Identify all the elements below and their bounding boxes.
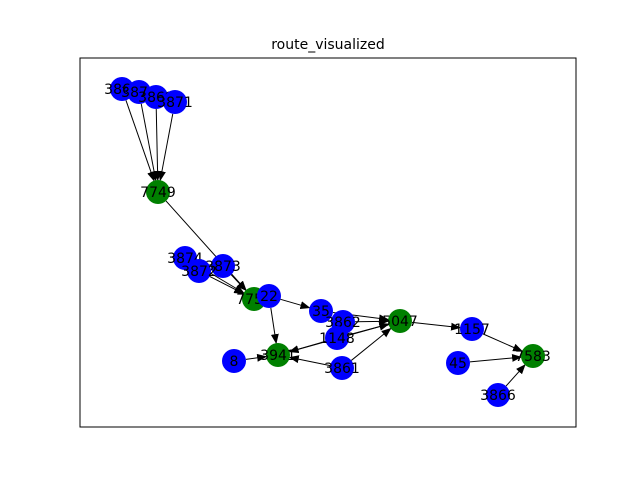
node-label-8: 8 [230,354,239,370]
edge-1157-to-7583 [482,333,523,352]
node-marker-7583 [521,344,545,368]
node-label-5047: 5047 [382,314,418,330]
node-marker-1157 [460,317,484,341]
edge-7749-to-7752 [165,200,247,291]
node-marker-7749 [146,180,170,204]
node-label-22: 22 [260,289,278,305]
node-marker-3873 [211,254,235,278]
edge-3873-to-7752 [230,274,247,291]
edges-layer [125,100,526,387]
figure-title: route_visualized [271,37,385,53]
node-3872: 3872 [181,259,217,283]
edge-3868-to-7749 [125,100,155,182]
edge-3861-to-5047 [351,327,392,361]
node-label-1157: 1157 [454,322,490,338]
node-marker-8 [222,349,246,373]
edge-3862-to-5047 [354,317,390,326]
node-marker-5047 [388,309,412,333]
node-label-35: 35 [312,304,330,320]
node-marker-22 [257,284,281,308]
node-1157: 1157 [454,317,490,341]
node-marker-3866 [486,383,510,407]
node-label-7749: 7749 [140,185,176,201]
node-8: 8 [222,349,246,373]
node-label-45: 45 [449,356,467,372]
node-45: 45 [446,351,470,375]
edge-22-to-35 [280,298,311,310]
plot-frame [79,57,577,428]
node-marker-35 [309,299,333,323]
node-label-3872: 3872 [181,264,217,280]
node-3866: 3866 [480,383,516,407]
node-marker-3869 [144,85,168,109]
node-label-1148: 1148 [319,331,355,347]
edge-3861-to-3941 [288,355,331,367]
node-marker-1148 [325,326,349,350]
node-label-3871: 3871 [157,95,193,111]
node-7583: 7583 [515,344,551,368]
edge-45-to-7583 [469,353,523,363]
node-marker-3872 [187,259,211,283]
edge-3869-to-7749 [153,108,162,182]
node-marker-3861 [330,356,354,380]
node-label-3873: 3873 [205,259,241,275]
node-marker-45 [446,351,470,375]
node-3861: 3861 [324,356,360,380]
node-35: 35 [309,299,333,323]
edge-22-to-3941 [270,307,279,345]
node-3871: 3871 [157,90,193,114]
edge-5047-to-1157 [411,321,462,331]
node-label-7583: 7583 [515,349,551,365]
node-3941: 3941 [260,343,296,367]
node-5047: 5047 [382,309,418,333]
edge-3866-to-7583 [505,364,526,387]
node-marker-3871 [163,90,187,114]
edge-8-to-3941 [245,353,268,362]
node-marker-3941 [266,343,290,367]
edge-1148-to-3941 [288,340,326,354]
node-label-3861: 3861 [324,361,360,377]
node-1148: 1148 [319,326,355,350]
node-3873: 3873 [205,254,241,278]
edge-3870-to-7749 [140,103,159,182]
node-7749: 7749 [140,180,176,204]
node-22: 22 [257,284,281,308]
node-label-3866: 3866 [480,388,516,404]
node-label-3941: 3941 [260,348,296,364]
edge-3871-to-7749 [157,113,174,182]
